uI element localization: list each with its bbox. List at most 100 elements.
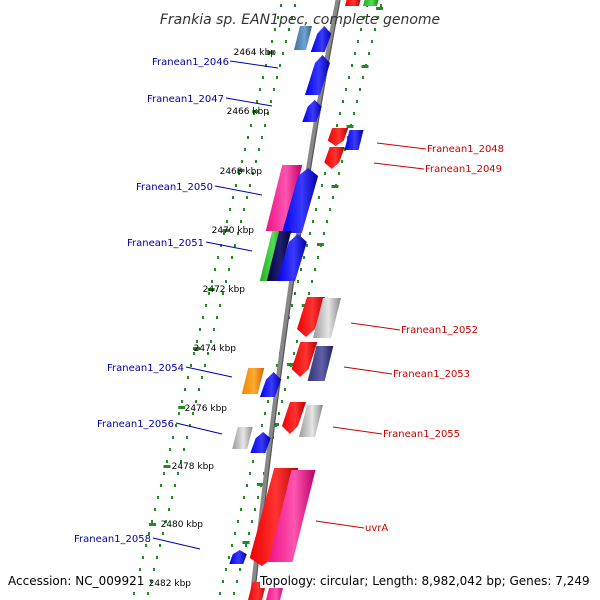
guide-dot xyxy=(249,472,251,475)
gene-feature[interactable] xyxy=(307,346,334,381)
guide-dot xyxy=(363,16,365,19)
gene-feature[interactable] xyxy=(268,470,316,562)
gene-label-franean1-2049[interactable]: Franean1_2049 xyxy=(425,164,502,175)
major-tick xyxy=(149,523,156,526)
guide-dot xyxy=(264,124,266,127)
guide-dot xyxy=(271,40,273,43)
guide-dot xyxy=(357,40,359,43)
gene-label-franean1-2054[interactable]: Franean1_2054 xyxy=(107,363,184,374)
guide-dot xyxy=(281,400,283,403)
guide-dot xyxy=(252,172,254,175)
guide-dot xyxy=(148,532,150,535)
gene-feature[interactable] xyxy=(294,26,312,50)
gene-feature[interactable] xyxy=(259,372,282,397)
gene-label-franean1-2053[interactable]: Franean1_2053 xyxy=(393,369,470,380)
gene-feature[interactable] xyxy=(302,100,322,122)
gene-label-franean1-2048[interactable]: Franean1_2048 xyxy=(427,144,504,155)
guide-dot xyxy=(257,496,259,499)
guide-dot xyxy=(374,28,376,31)
major-tick xyxy=(178,406,186,409)
guide-dot xyxy=(244,148,246,151)
gene-feature[interactable] xyxy=(291,342,318,377)
guide-dot xyxy=(175,424,177,427)
gene-feature[interactable] xyxy=(282,402,306,434)
guide-dot xyxy=(273,88,275,91)
guide-dot xyxy=(190,364,192,367)
gene-feature[interactable] xyxy=(241,368,265,394)
major-tick xyxy=(361,65,369,68)
guide-dot xyxy=(239,568,241,571)
gene-feature[interactable] xyxy=(297,297,325,337)
gene-feature[interactable] xyxy=(305,55,330,95)
gene-label-franean1-2056[interactable]: Franean1_2056 xyxy=(97,419,174,430)
guide-dot xyxy=(236,580,238,583)
gene-feature[interactable] xyxy=(313,298,341,338)
guide-dot xyxy=(309,232,311,235)
guide-dot xyxy=(231,544,233,547)
gene-label-franean1-2050[interactable]: Franean1_2050 xyxy=(136,182,213,193)
gene-feature[interactable] xyxy=(344,130,364,150)
major-tick xyxy=(237,169,245,172)
label-callout-line xyxy=(175,422,223,435)
guide-dot xyxy=(267,400,269,403)
guide-dot xyxy=(219,304,221,307)
guide-dot xyxy=(321,184,323,187)
gene-feature[interactable] xyxy=(363,0,379,6)
guide-dot xyxy=(213,328,215,331)
guide-dot xyxy=(282,52,284,55)
guide-dot xyxy=(160,484,162,487)
guide-dot xyxy=(234,244,236,247)
dotted-guide-lines xyxy=(133,4,382,595)
label-callout-line xyxy=(376,142,427,150)
gene-feature[interactable] xyxy=(229,550,247,564)
guide-dot xyxy=(311,280,313,283)
guide-dot xyxy=(360,28,362,31)
gene-feature[interactable] xyxy=(232,427,253,449)
gene-feature[interactable] xyxy=(345,0,361,6)
gene-label-franean1-2047[interactable]: Franean1_2047 xyxy=(147,94,224,105)
guide-dot xyxy=(201,376,203,379)
guide-dot xyxy=(368,52,370,55)
label-callout-line xyxy=(373,162,425,170)
gene-feature[interactable] xyxy=(324,147,345,169)
guide-dot xyxy=(250,124,252,127)
kbp-label: 2470 kbp xyxy=(212,226,255,236)
guide-dot xyxy=(171,496,173,499)
guide-dot xyxy=(293,352,295,355)
guide-dot xyxy=(217,256,219,259)
guide-dot xyxy=(248,532,250,535)
gene-feature[interactable] xyxy=(299,405,323,437)
label-callout-line xyxy=(343,366,393,375)
guide-dot xyxy=(222,580,224,583)
guide-dot xyxy=(243,208,245,211)
gene-feature[interactable] xyxy=(277,234,307,281)
gene-feature[interactable] xyxy=(310,26,332,52)
gene-feature[interactable] xyxy=(281,168,319,233)
gene-label-franean1-2046[interactable]: Franean1_2046 xyxy=(152,57,229,68)
gene-feature[interactable] xyxy=(327,128,349,146)
gene-label-franean1-2051[interactable]: Franean1_2051 xyxy=(127,238,204,249)
guide-dot xyxy=(157,496,159,499)
gene-label-franean1-2058[interactable]: Franean1_2058 xyxy=(74,534,151,545)
guide-dot xyxy=(198,388,200,391)
gene-feature[interactable] xyxy=(265,165,303,231)
guide-dot xyxy=(247,136,249,139)
guide-dot xyxy=(235,184,237,187)
guide-dot xyxy=(245,544,247,547)
gene-label-franean1-2052[interactable]: Franean1_2052 xyxy=(401,325,478,336)
gene-label-franean1-2055[interactable]: Franean1_2055 xyxy=(383,429,460,440)
major-tick xyxy=(346,125,354,128)
gene-feature[interactable] xyxy=(266,231,292,281)
major-tick xyxy=(267,51,274,54)
guide-dot xyxy=(186,436,188,439)
gene-label-uvra[interactable]: uvrA xyxy=(365,523,388,534)
guide-dot xyxy=(318,196,320,199)
gene-feature[interactable] xyxy=(250,432,271,453)
guide-dot xyxy=(252,460,254,463)
label-callout-line xyxy=(214,185,263,196)
guide-dot xyxy=(255,160,257,163)
guide-dot xyxy=(345,88,347,91)
kbp-label: 2482 kbp xyxy=(149,579,192,589)
topology-text: Topology: circular; Length: 8,982,042 bp… xyxy=(260,574,590,588)
